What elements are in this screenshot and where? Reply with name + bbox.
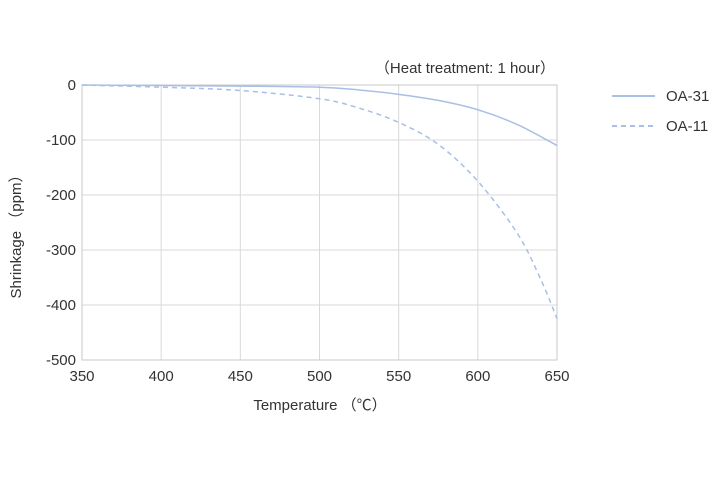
legend-label-oa-11: OA-11 xyxy=(666,118,708,135)
x-tick-label: 350 xyxy=(69,368,94,385)
x-tick-label: 450 xyxy=(228,368,253,385)
x-tick-label: 500 xyxy=(307,368,332,385)
x-tick-label: 400 xyxy=(149,368,174,385)
legend-label-oa-31: OA-31 xyxy=(666,88,709,105)
plot-area xyxy=(81,84,558,361)
y-tick-label: -400 xyxy=(46,297,76,314)
y-tick-label: -100 xyxy=(46,132,76,149)
series-line-oa-11 xyxy=(81,84,558,320)
y-axis-label: Shrinkage （ppm） xyxy=(8,168,25,299)
grid-lines xyxy=(81,84,558,361)
y-tick-label: 0 xyxy=(68,77,76,94)
y-tick-label: -300 xyxy=(46,242,76,259)
legend: OA-31 OA-11 xyxy=(612,88,709,135)
x-tick-labels: 350 400 450 500 550 600 650 xyxy=(69,368,569,385)
heat-treatment-annotation: （Heat treatment: 1 hour） xyxy=(375,60,555,77)
series-line-oa-31 xyxy=(81,84,558,147)
x-axis-label: Temperature （℃） xyxy=(253,397,386,414)
x-tick-label: 550 xyxy=(386,368,411,385)
series-layer xyxy=(81,84,558,320)
y-tick-labels: 0 -100 -200 -300 -400 -500 xyxy=(46,77,76,369)
x-tick-label: 650 xyxy=(544,368,569,385)
y-tick-label: -500 xyxy=(46,352,76,369)
y-tick-label: -200 xyxy=(46,187,76,204)
x-tick-label: 600 xyxy=(465,368,490,385)
